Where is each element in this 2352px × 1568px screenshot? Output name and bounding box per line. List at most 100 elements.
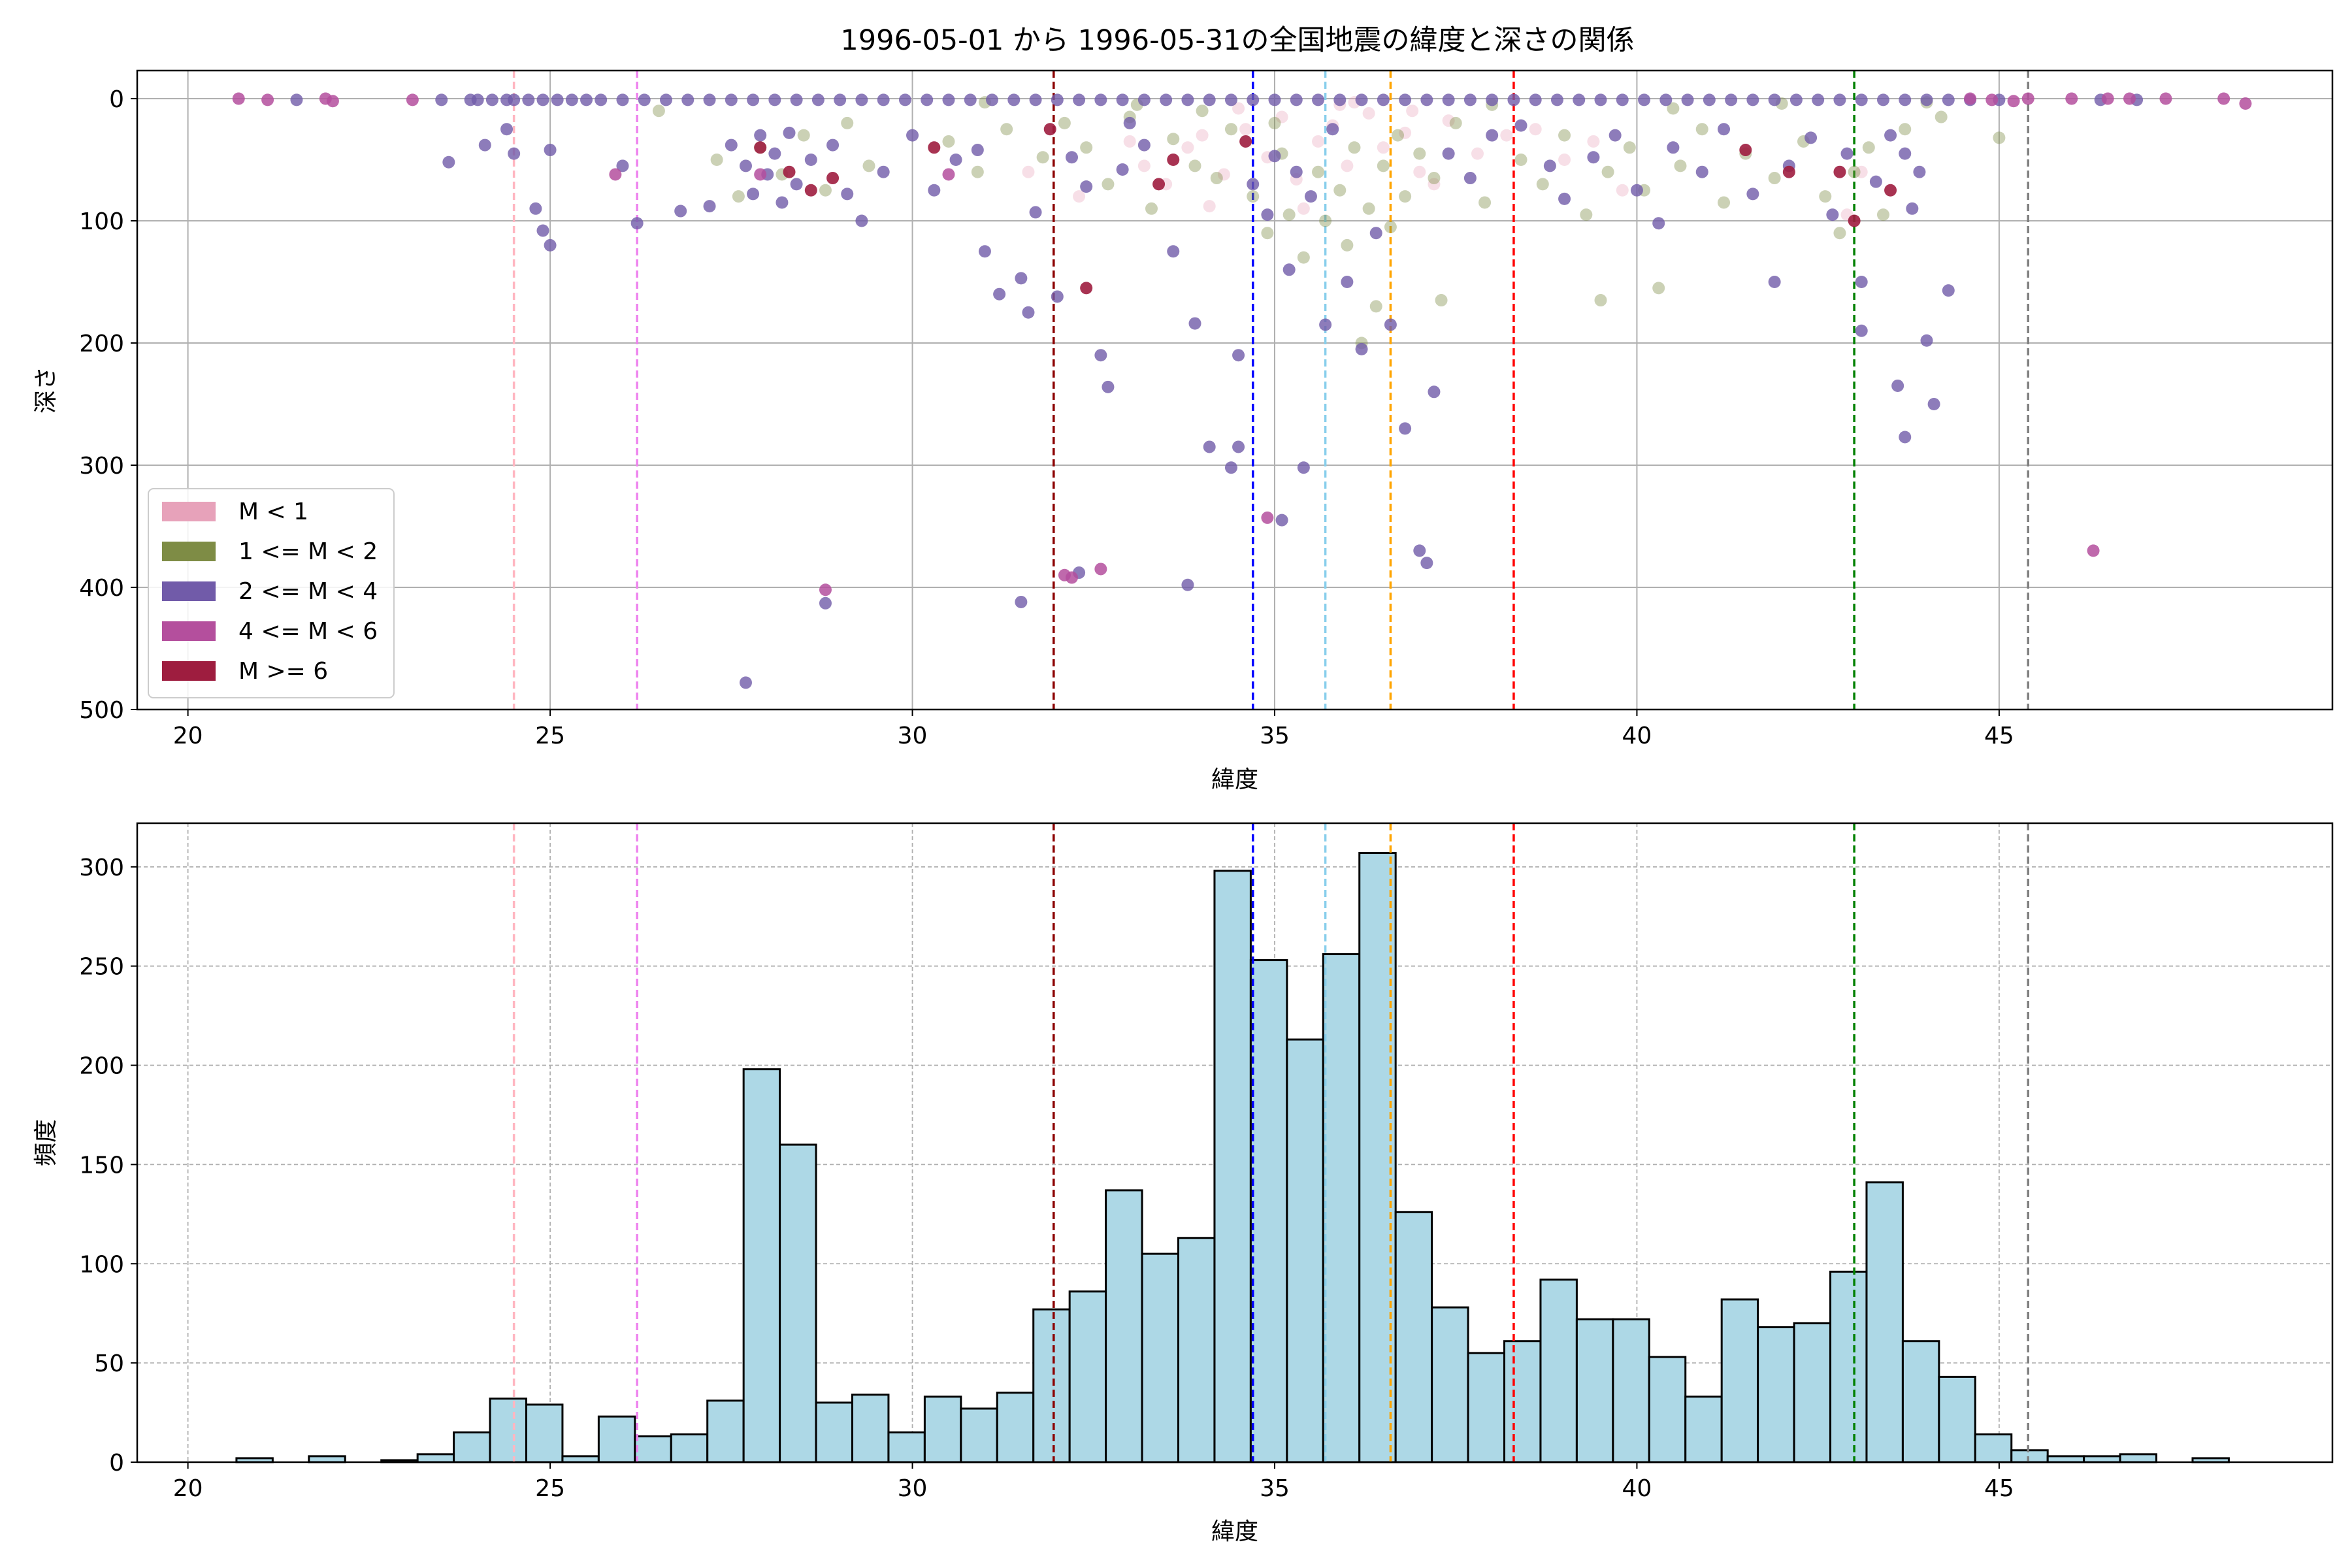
scatter-point	[1312, 93, 1325, 106]
scatter-point	[1558, 154, 1571, 167]
scatter-point	[1623, 141, 1636, 154]
scatter-axes-frame	[136, 69, 2334, 711]
scatter-point	[1145, 202, 1158, 215]
scatter-point	[536, 224, 549, 237]
scatter-point	[1768, 93, 1781, 106]
scatter-point	[1036, 151, 1049, 164]
scatter-point	[1355, 342, 1368, 355]
scatter-point	[949, 154, 962, 167]
scatter-point	[1594, 93, 1607, 106]
scatter-point	[1217, 168, 1230, 181]
scatter-point	[739, 676, 752, 689]
scatter-point	[804, 154, 817, 167]
histogram-bar	[996, 1392, 1035, 1463]
scatter-point	[1927, 398, 1940, 411]
scatter-point	[1855, 165, 1868, 178]
scatter-point	[1413, 165, 1426, 178]
scatter-point	[1471, 147, 1484, 160]
scatter-point	[1442, 147, 1455, 160]
scatter-point	[1275, 514, 1288, 527]
scatter-point	[1239, 123, 1252, 136]
scatter-point	[326, 95, 339, 108]
scatter-point	[1232, 440, 1245, 453]
histogram-x-ticks: 20 25 30 35 40 45	[173, 1462, 2014, 1502]
scatter-x-tick-label: 45	[1984, 723, 2014, 749]
scatter-point	[1377, 93, 1390, 106]
scatter-point	[529, 202, 542, 215]
legend-swatch-m-1-2	[162, 542, 216, 561]
histogram-y-ticks: 0 50 100 150 200 250 300	[79, 855, 137, 1477]
histogram-bar	[1684, 1396, 1723, 1463]
scatter-point	[754, 168, 767, 181]
scatter-point	[1384, 318, 1397, 331]
scatter-point	[1123, 116, 1136, 129]
histogram-bar	[923, 1396, 962, 1463]
scatter-point	[1529, 123, 1542, 136]
histogram-bar	[1141, 1252, 1180, 1463]
scatter-point	[790, 178, 803, 191]
scatter-point	[1377, 141, 1390, 154]
histogram-y-tick-label: 250	[79, 954, 124, 981]
scatter-point	[1290, 165, 1303, 178]
scatter-point	[1529, 93, 1542, 106]
scatter-point	[1428, 172, 1441, 185]
scatter-point	[1297, 461, 1310, 474]
scatter-point	[725, 139, 738, 152]
scatter-point	[1833, 165, 1846, 178]
scatter-point	[1601, 165, 1614, 178]
scatter-point	[1899, 147, 1912, 160]
scatter-point	[1043, 123, 1056, 136]
scatter-point	[1094, 563, 1107, 576]
scatter-point	[776, 196, 789, 209]
scatter-point	[1906, 202, 1919, 215]
scatter-point	[1282, 208, 1296, 221]
scatter-point	[971, 165, 984, 178]
scatter-point	[1884, 184, 1897, 197]
scatter-point	[660, 93, 673, 106]
scatter-point	[1282, 263, 1296, 276]
scatter-point	[978, 245, 991, 258]
scatter-point	[1587, 151, 1600, 164]
scatter-point	[942, 135, 955, 148]
scatter-point	[1362, 202, 1375, 215]
scatter-point	[1667, 102, 1680, 115]
scatter-point	[1261, 511, 1274, 524]
scatter-point	[1247, 93, 1260, 106]
scatter-point	[1739, 144, 1752, 157]
scatter-point	[1718, 196, 1731, 209]
scatter-x-tick-label: 20	[173, 723, 203, 749]
scatter-point	[725, 93, 738, 106]
scatter-point	[1580, 208, 1593, 221]
scatter-point	[1920, 93, 1933, 106]
scatter-point	[1022, 306, 1035, 319]
scatter-point	[1442, 93, 1455, 106]
histogram-y-tick-label: 50	[94, 1350, 124, 1377]
histogram-bar	[706, 1399, 745, 1463]
scatter-point	[1196, 129, 1209, 142]
scatter-point	[1224, 461, 1237, 474]
scatter-point	[1550, 93, 1563, 106]
scatter-point	[1768, 276, 1781, 289]
histogram-bar	[1322, 953, 1361, 1463]
scatter-x-axis-label: 緯度	[1211, 766, 1258, 793]
histogram-bar	[634, 1435, 672, 1463]
scatter-point	[544, 144, 557, 157]
histogram-bar	[851, 1394, 890, 1463]
scatter-point	[1167, 154, 1180, 167]
scatter-point	[1514, 119, 1527, 132]
histogram-bar	[1431, 1306, 1469, 1463]
scatter-point	[1442, 114, 1455, 127]
histogram-reference-lines	[512, 823, 2030, 1462]
scatter-point	[1876, 208, 1889, 221]
scatter-point	[1181, 578, 1194, 591]
scatter-point	[921, 93, 934, 106]
scatter-point	[739, 159, 752, 172]
histogram-x-tick-label: 25	[535, 1475, 565, 1502]
scatter-point	[1826, 208, 1839, 221]
scatter-point	[478, 139, 491, 152]
scatter-point	[1333, 184, 1347, 197]
scatter-point	[1181, 141, 1194, 154]
scatter-point	[1652, 282, 1665, 295]
scatter-point	[1051, 290, 1064, 303]
scatter-point	[1449, 116, 1462, 129]
